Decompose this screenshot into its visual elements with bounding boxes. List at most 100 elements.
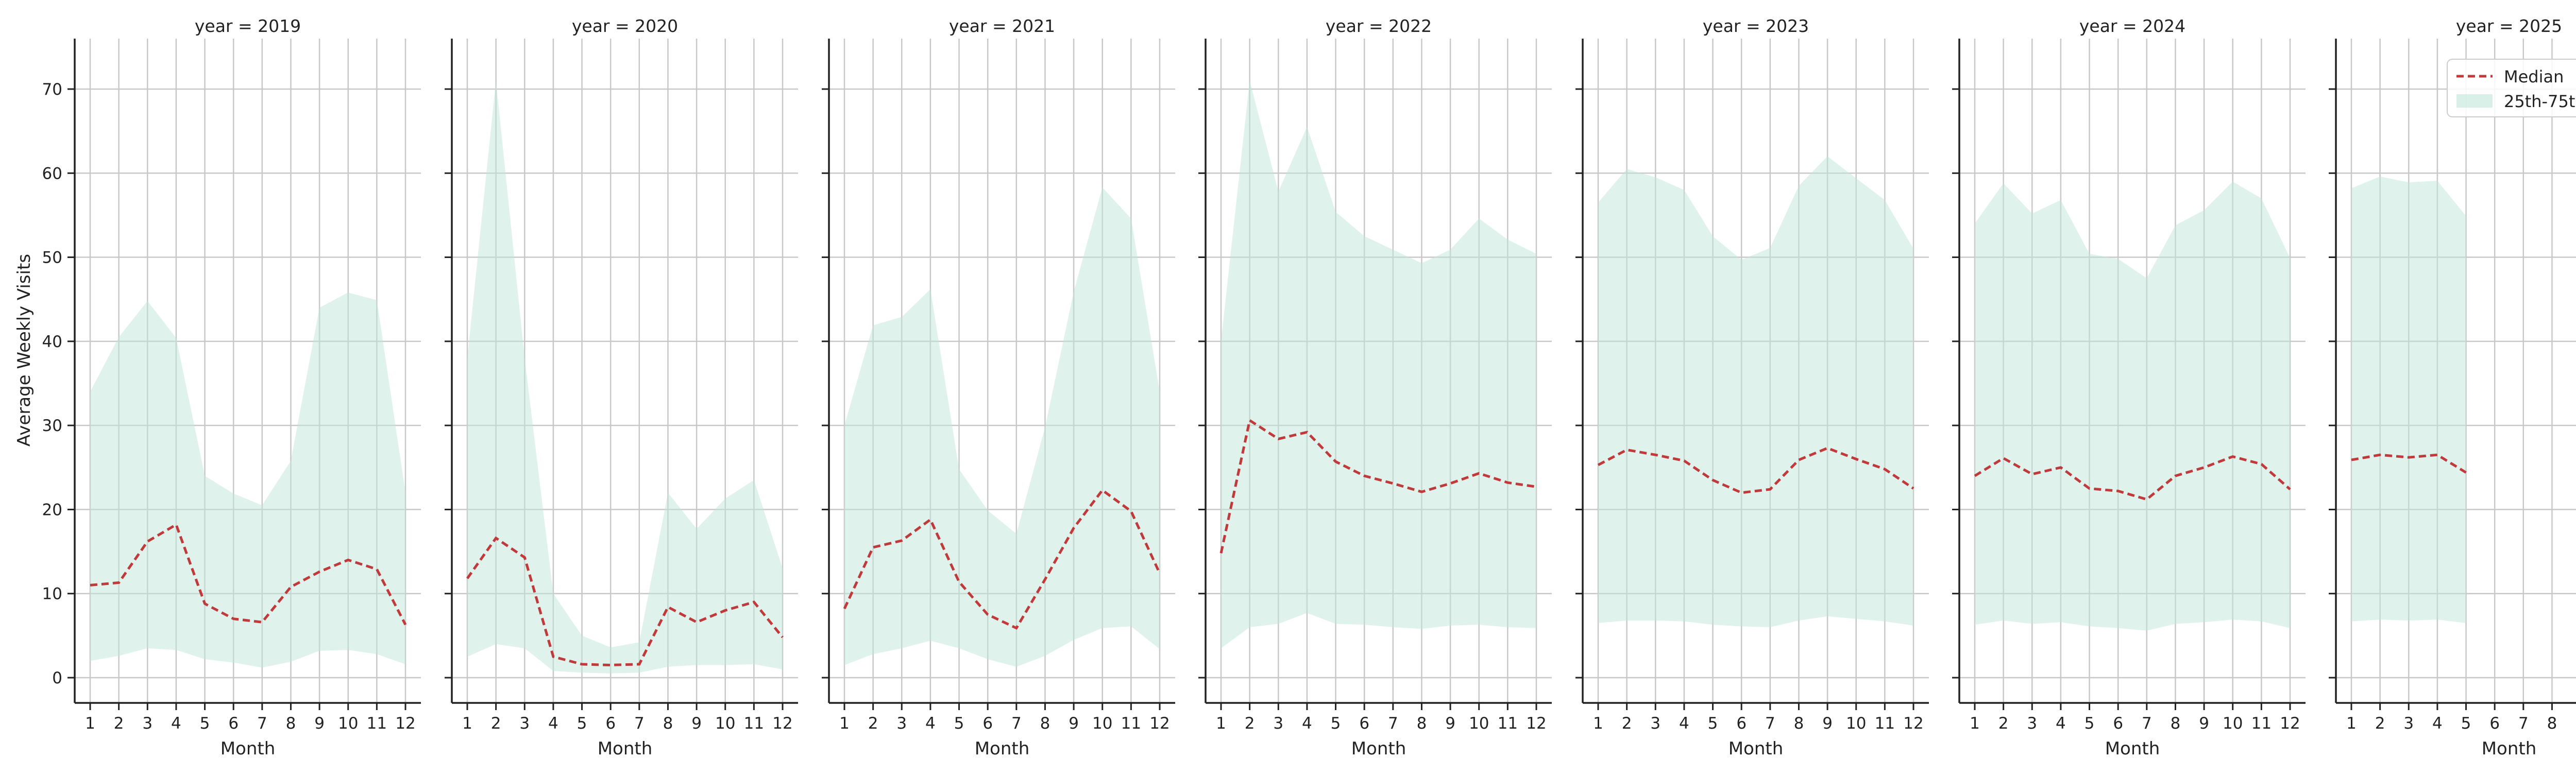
x-tick-label: 6 <box>2113 714 2123 733</box>
x-tick-label: 10 <box>2223 714 2243 733</box>
x-tick-label: 7 <box>1388 714 1398 733</box>
x-tick-label: 7 <box>1011 714 1022 733</box>
x-tick-label: 2 <box>868 714 878 733</box>
x-tick-label: 9 <box>691 714 702 733</box>
x-tick-label: 12 <box>1149 714 1170 733</box>
y-tick-label: 10 <box>42 585 62 604</box>
x-tick-label: 9 <box>314 714 325 733</box>
x-axis-label: Month <box>598 738 653 759</box>
panel-title: year = 2021 <box>949 16 1055 36</box>
x-tick-label: 7 <box>2142 714 2152 733</box>
x-tick-label: 7 <box>1765 714 1775 733</box>
x-tick-label: 2 <box>491 714 501 733</box>
x-tick-label: 4 <box>2432 714 2443 733</box>
x-tick-label: 1 <box>1970 714 1980 733</box>
median-line <box>2351 453 2467 474</box>
x-tick-label: 2 <box>2375 714 2385 733</box>
x-tick-label: 4 <box>2056 714 2066 733</box>
x-tick-label: 12 <box>1526 714 1546 733</box>
x-tick-label: 4 <box>548 714 558 733</box>
x-tick-label: 6 <box>1736 714 1747 733</box>
median-line <box>1597 446 1914 494</box>
y-tick-label: 40 <box>42 333 62 351</box>
x-tick-label: 6 <box>605 714 616 733</box>
x-tick-label: 1 <box>2346 714 2357 733</box>
x-tick-label: 3 <box>519 714 530 733</box>
x-tick-label: 7 <box>2518 714 2529 733</box>
panel-title: year = 2022 <box>1326 16 1432 36</box>
legend-band-label: 25th-75th Percentile <box>2504 92 2576 111</box>
legend-band-swatch <box>2456 94 2493 108</box>
x-tick-label: 11 <box>1498 714 1518 733</box>
x-axis-label: Month <box>1728 738 1784 759</box>
x-tick-label: 4 <box>925 714 936 733</box>
percentile-band <box>1221 80 1536 648</box>
y-tick-label: 20 <box>42 501 62 519</box>
y-tick-label: 70 <box>42 80 62 99</box>
panel-title: year = 2024 <box>2079 16 2185 36</box>
x-tick-label: 1 <box>1593 714 1603 733</box>
x-tick-label: 4 <box>171 714 181 733</box>
x-tick-label: 5 <box>577 714 587 733</box>
x-tick-label: 1 <box>85 714 95 733</box>
panel-title: year = 2025 <box>2456 16 2562 36</box>
x-tick-label: 1 <box>839 714 850 733</box>
x-tick-label: 5 <box>2084 714 2095 733</box>
x-tick-label: 4 <box>1679 714 1689 733</box>
x-tick-label: 12 <box>1903 714 1923 733</box>
x-tick-label: 2 <box>114 714 124 733</box>
y-tick-label: 30 <box>42 417 62 435</box>
x-tick-label: 7 <box>634 714 645 733</box>
x-tick-label: 8 <box>663 714 673 733</box>
percentile-band <box>1975 181 2290 631</box>
x-tick-label: 9 <box>1822 714 1833 733</box>
x-tick-label: 8 <box>2547 714 2557 733</box>
x-tick-label: 11 <box>2251 714 2272 733</box>
x-tick-label: 8 <box>1417 714 1427 733</box>
x-axis-label: Month <box>1351 738 1406 759</box>
panel-title: year = 2020 <box>572 16 678 36</box>
x-axis-label: Month <box>975 738 1030 759</box>
legend-median-label: Median <box>2504 67 2564 87</box>
x-tick-label: 11 <box>1121 714 1141 733</box>
x-tick-label: 2 <box>1622 714 1632 733</box>
x-tick-label: 4 <box>1302 714 1312 733</box>
x-tick-label: 6 <box>1359 714 1369 733</box>
x-tick-label: 10 <box>1846 714 1866 733</box>
x-tick-label: 5 <box>1708 714 1718 733</box>
x-tick-label: 3 <box>896 714 907 733</box>
percentile-band <box>2351 176 2466 623</box>
x-tick-label: 9 <box>2199 714 2209 733</box>
x-tick-label: 1 <box>1216 714 1226 733</box>
y-tick-label: 0 <box>52 669 62 687</box>
x-tick-label: 12 <box>772 714 792 733</box>
x-tick-label: 8 <box>286 714 296 733</box>
x-tick-label: 8 <box>2171 714 2181 733</box>
x-tick-label: 2 <box>1245 714 1255 733</box>
x-tick-label: 3 <box>1273 714 1283 733</box>
x-axis-label: Month <box>2482 738 2537 759</box>
x-tick-label: 6 <box>982 714 993 733</box>
percentile-band <box>844 187 1160 667</box>
x-tick-label: 7 <box>257 714 267 733</box>
x-tick-label: 8 <box>1794 714 1804 733</box>
x-tick-label: 10 <box>715 714 735 733</box>
y-axis-label: Average Weekly Visits <box>14 254 35 446</box>
x-tick-label: 8 <box>1040 714 1050 733</box>
percentile-band <box>90 292 405 668</box>
x-tick-label: 12 <box>2280 714 2300 733</box>
x-tick-label: 3 <box>1650 714 1660 733</box>
panel-title: year = 2019 <box>195 16 301 36</box>
x-tick-label: 11 <box>367 714 387 733</box>
panel-title: year = 2023 <box>1703 16 1809 36</box>
